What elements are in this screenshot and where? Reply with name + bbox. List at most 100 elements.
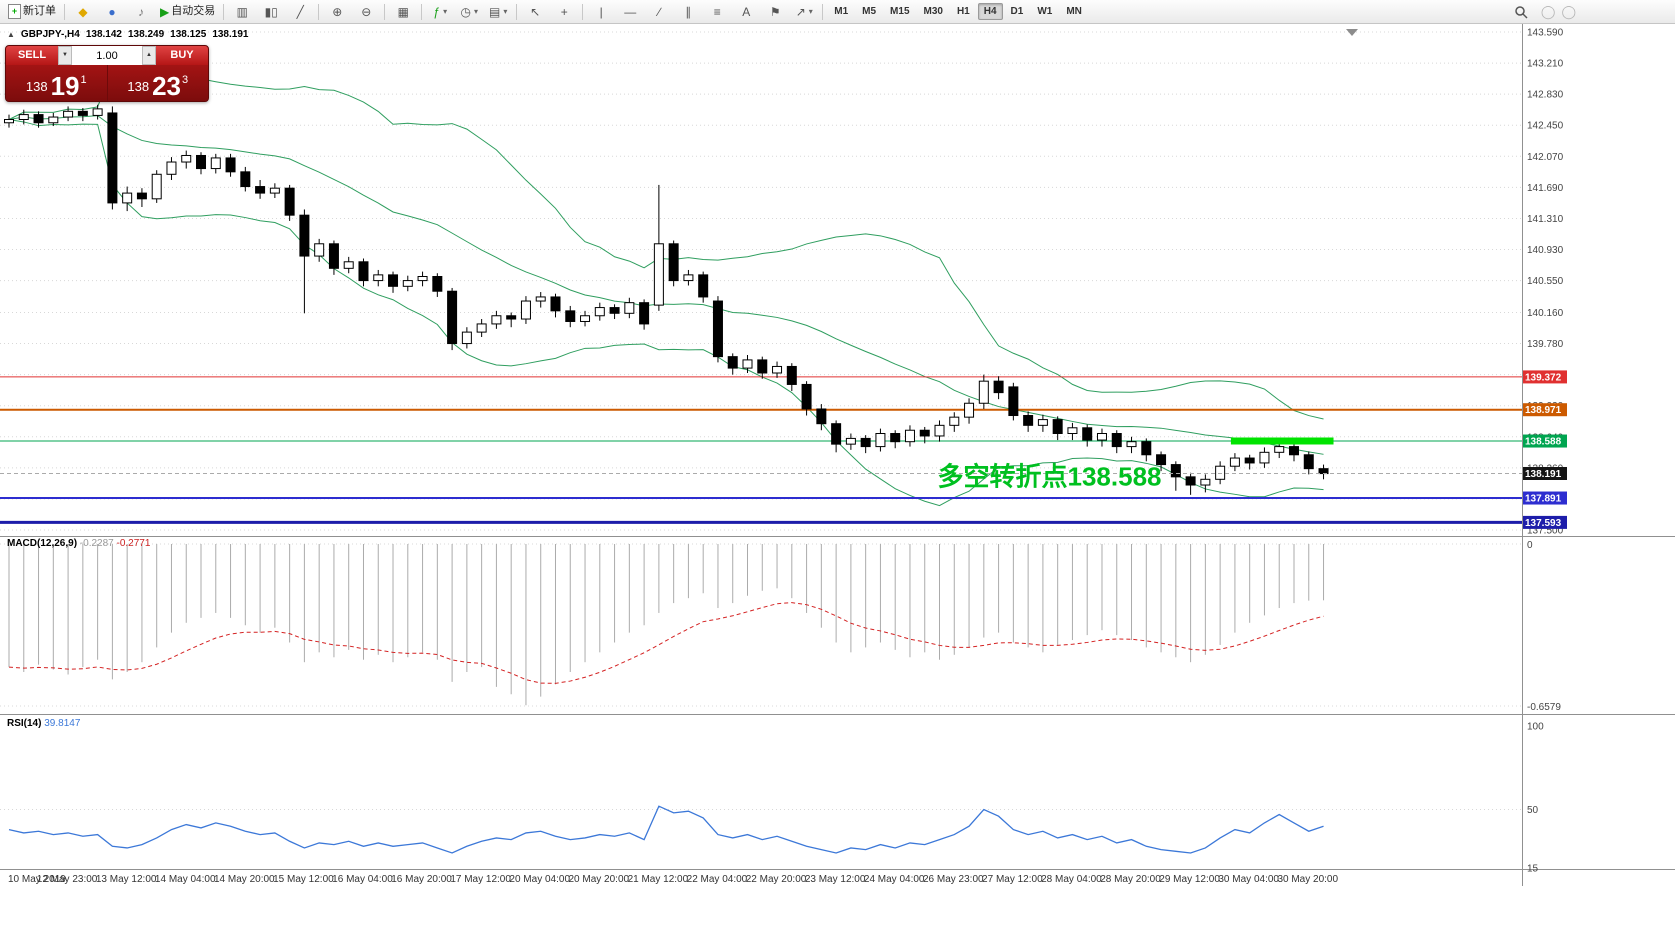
time-axis-label: 13 May 12:00 [96,874,157,885]
candle [92,108,103,116]
candle [757,359,768,374]
chart-canvas[interactable]: 143.590 143.210 142.830 142.450 142.070 141.6… [0,24,1675,949]
candle [1244,457,1255,464]
help-icon[interactable]: ◯ [1561,3,1576,19]
candle [1259,451,1270,464]
svg-text:143.590: 143.590 [1527,28,1564,39]
svg-text:139.372: 139.372 [1525,372,1562,383]
price-tag: 138.588 [1523,434,1567,448]
sell-price[interactable]: 138 19 1 [6,65,108,101]
ohlc-open: 138.142 [85,29,122,40]
timeframe-m5-button[interactable]: M5 [862,6,877,17]
tile-windows-button[interactable]: ▦ [389,1,417,23]
timeframe-h1-button[interactable]: H1 [956,6,970,17]
channel-button[interactable]: ∥ [674,1,702,23]
periods-button[interactable]: ◷ ▾ [455,1,483,23]
arrows-button[interactable]: ↗ ▾ [790,1,818,23]
candle [255,186,266,194]
chart-shift-marker[interactable] [1346,29,1358,36]
svg-text:138.588: 138.588 [1525,437,1562,448]
macd-label: MACD(12,26,9) -0.2287 -0.2771 [7,538,151,549]
candle [786,365,797,385]
time-axis-label: 14 May 04:00 [155,874,216,885]
trendline-icon: ∕ [658,4,661,19]
candle [343,261,354,269]
buy-price[interactable]: 138 23 3 [108,65,209,101]
timeframe-m15-button[interactable]: M15 [890,6,910,17]
label-button[interactable]: ⚑ [761,1,789,23]
collapse-trade-panel-arrow[interactable]: ▲ [7,30,15,39]
volume-down-spinner[interactable]: ▼ [58,46,72,65]
candle [639,302,650,325]
metae-button[interactable]: ◆ [69,1,97,23]
timeframe-m30-button[interactable]: M30 [923,6,943,17]
autotrade-button[interactable]: ▶ 自动交易 [160,4,216,19]
timeframe-d1-button[interactable]: D1 [1010,6,1024,17]
price-grid: 143.590 143.210 142.830 142.450 142.070 141.6… [0,28,1564,537]
volume-up-spinner[interactable]: ▲ [142,46,156,65]
crosshair-button[interactable]: + [550,1,578,23]
time-axis-label: 14 May 20:00 [214,874,275,885]
cursor-icon: ↖ [530,4,541,19]
candles [4,104,1329,495]
zoom-out-button[interactable]: ⊖ [352,1,380,23]
candle [698,274,709,298]
bar-chart-button[interactable]: ▥ [228,1,256,23]
timeframe-m1-button[interactable]: M1 [834,6,849,17]
search-button[interactable] [1507,1,1535,23]
timeframe-mn-button[interactable]: MN [1066,6,1082,17]
new-order-button[interactable]: + 新订单 [4,1,60,23]
chat-icon[interactable]: ◯ [1540,3,1556,19]
candle [904,429,915,443]
text-button[interactable]: A [732,1,760,23]
timeframe-w1-button[interactable]: W1 [1037,6,1053,17]
candlestick-chart-icon: ▮▯ [264,4,278,19]
sell-button[interactable]: SELL [6,46,58,65]
svg-text:138.971: 138.971 [1525,405,1562,416]
fibonacci-button[interactable]: ≡ [703,1,731,23]
toolbar-separator [421,3,423,20]
search-icon [1515,5,1528,19]
svg-text:141.310: 141.310 [1527,214,1564,225]
svg-text:140.550: 140.550 [1527,276,1564,287]
horizontal-line-button[interactable]: — [616,1,644,23]
chevron-down-icon: ▾ [503,6,508,16]
one-click-trading-panel: SELL ▼ ▲ BUY 138 19 1 138 23 3 [5,45,209,102]
toolbar-separator [516,3,518,20]
trendline-button[interactable]: ∕ [645,1,673,23]
price-tag: 138.971 [1523,403,1567,417]
vertical-line-button[interactable]: | [587,1,615,23]
toolbar-separator [64,3,65,20]
arrows-icon: ↗ [795,4,806,19]
toolbar-separator [318,3,320,20]
ohlc-high: 138.249 [128,29,165,40]
candle [402,280,413,287]
time-axis-label: 29 May 12:00 [1159,874,1220,885]
zoom-in-button[interactable]: ⊕ [323,1,351,23]
time-axis-label: 17 May 12:00 [450,874,511,885]
templates-button[interactable]: ▤ ▾ [484,1,512,23]
community-button[interactable]: ● [98,1,126,23]
time-axis-label: 28 May 04:00 [1041,874,1102,885]
candle [107,112,118,204]
candle [580,315,591,322]
candle [210,157,221,170]
buy-button[interactable]: BUY [156,46,208,65]
time-axis-label: 22 May 20:00 [746,874,807,885]
line-chart-button[interactable]: ╱ [286,1,314,23]
candlestick-chart-button[interactable]: ▮▯ [257,1,285,23]
sounds-button[interactable]: ♪ [127,1,155,23]
candle [890,433,901,443]
candle [299,214,310,257]
indicators-button[interactable]: ƒ ▾ [426,1,454,23]
template-icon: ▤ [489,4,501,19]
timeframe-toolbar: M1 M5 M15 M30 H1 H4 D1 W1 MN [827,3,1089,20]
timeframe-h4-button[interactable]: H4 [977,3,1003,20]
cursor-button[interactable]: ↖ [521,1,549,23]
candle [196,154,207,170]
candle [565,310,576,322]
candle [1288,446,1299,456]
volume-input[interactable] [72,46,142,65]
candle [594,307,605,317]
candle [1200,478,1211,486]
